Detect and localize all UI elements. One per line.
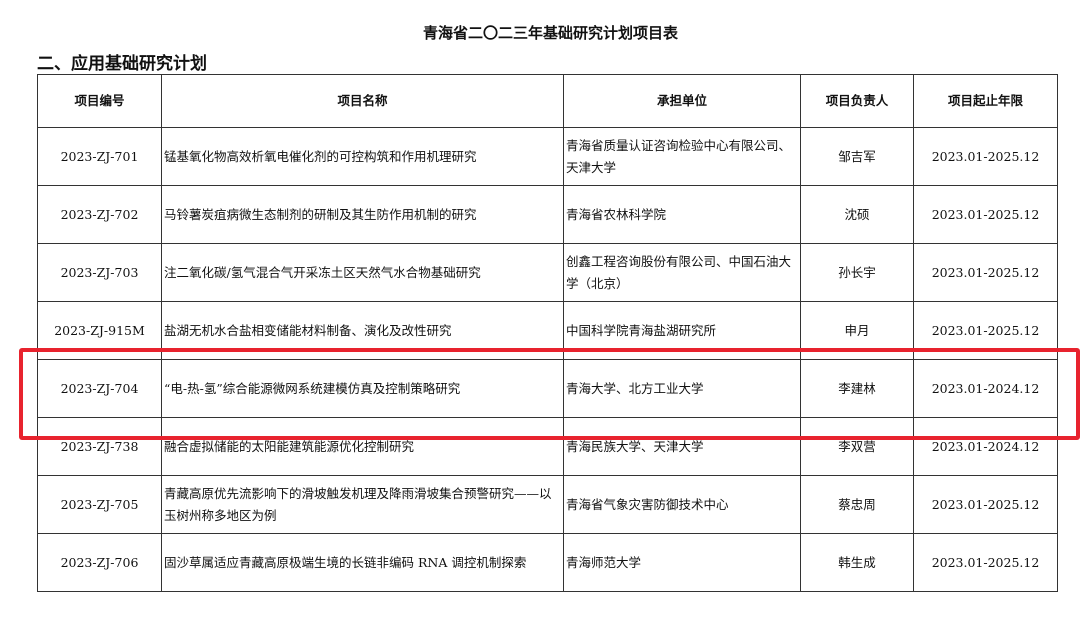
column-header: 项目名称 (161, 74, 564, 128)
project-name: 固沙草属适应青藏高原极端生境的长链非编码 RNA 调控机制探索 (161, 533, 564, 592)
project-period: 2023.01-2025.12 (913, 475, 1058, 534)
project-id: 2023-ZJ-703 (37, 243, 162, 302)
project-name: 注二氧化碳/氢气混合气开采冻土区天然气水合物基础研究 (161, 243, 564, 302)
project-unit: 青海大学、北方工业大学 (563, 359, 801, 418)
section-heading: 二、应用基础研究计划 (37, 54, 207, 74)
project-unit: 青海师范大学 (563, 533, 801, 592)
project-id: 2023-ZJ-738 (37, 417, 162, 476)
project-id: 2023-ZJ-701 (37, 127, 162, 186)
project-period: 2023.01-2025.12 (913, 533, 1058, 592)
project-name: 融合虚拟储能的太阳能建筑能源优化控制研究 (161, 417, 564, 476)
project-id: 2023-ZJ-702 (37, 185, 162, 244)
column-header: 项目负责人 (800, 74, 914, 128)
table-row: 2023-ZJ-705 青藏高原优先流影响下的滑坡触发机理及降雨滑坡集合预警研究—… (37, 475, 1058, 534)
column-header: 项目编号 (37, 74, 162, 128)
project-id: 2023-ZJ-706 (37, 533, 162, 592)
project-name: 马铃薯炭疽病微生态制剂的研制及其生防作用机制的研究 (161, 185, 564, 244)
project-period: 2023.01-2025.12 (913, 185, 1058, 244)
project-unit: 青海省农林科学院 (563, 185, 801, 244)
table-row: 2023-ZJ-703 注二氧化碳/氢气混合气开采冻土区天然气水合物基础研究 创鑫工… (37, 243, 1058, 302)
project-unit: 青海省质量认证咨询检验中心有限公司、天津大学 (563, 127, 801, 186)
project-leader: 沈硕 (800, 185, 914, 244)
table-row: 2023-ZJ-702 马铃薯炭疽病微生态制剂的研制及其生防作用机制的研究 青海省农… (37, 185, 1058, 244)
project-leader: 孙长宇 (800, 243, 914, 302)
table-row: 2023-ZJ-738 融合虚拟储能的太阳能建筑能源优化控制研究 青海民族大学、天津… (37, 417, 1058, 476)
table-row: 2023-ZJ-701 锰基氧化物高效析氧电催化剂的可控构筑和作用机理研究 青海省质… (37, 127, 1058, 186)
project-leader: 李双营 (800, 417, 914, 476)
project-name: 青藏高原优先流影响下的滑坡触发机理及降雨滑坡集合预警研究——以玉树州称多地区为例 (161, 475, 564, 534)
project-leader: 韩生成 (800, 533, 914, 592)
table-row: 2023-ZJ-704 “电-热-氢”综合能源微网系统建模仿真及控制策略研究 青海大… (37, 359, 1058, 418)
project-unit: 创鑫工程咨询股份有限公司、中国石油大学（北京） (563, 243, 801, 302)
column-header: 承担单位 (563, 74, 801, 128)
project-leader: 蔡忠周 (800, 475, 914, 534)
project-name: “电-热-氢”综合能源微网系统建模仿真及控制策略研究 (161, 359, 564, 418)
table-header-row: 项目编号 项目名称 承担单位 项目负责人 项目起止年限 (37, 74, 1058, 128)
project-period: 2023.01-2024.12 (913, 359, 1058, 418)
project-leader: 邹吉军 (800, 127, 914, 186)
project-unit: 青海省气象灾害防御技术中心 (563, 475, 801, 534)
project-id: 2023-ZJ-705 (37, 475, 162, 534)
highlight-box (19, 348, 1080, 440)
document-title: 青海省二〇二三年基础研究计划项目表 (422, 24, 678, 42)
project-leader: 李建林 (800, 359, 914, 418)
project-unit: 青海民族大学、天津大学 (563, 417, 801, 476)
project-period: 2023.01-2024.12 (913, 417, 1058, 476)
project-period: 2023.01-2025.12 (913, 127, 1058, 186)
project-table: 项目编号 项目名称 承担单位 项目负责人 项目起止年限 2023-ZJ-701 锰… (37, 74, 1058, 592)
column-header: 项目起止年限 (913, 74, 1058, 128)
project-name: 锰基氧化物高效析氧电催化剂的可控构筑和作用机理研究 (161, 127, 564, 186)
project-period: 2023.01-2025.12 (913, 243, 1058, 302)
table-row: 2023-ZJ-706 固沙草属适应青藏高原极端生境的长链非编码 RNA 调控机制… (37, 533, 1058, 592)
